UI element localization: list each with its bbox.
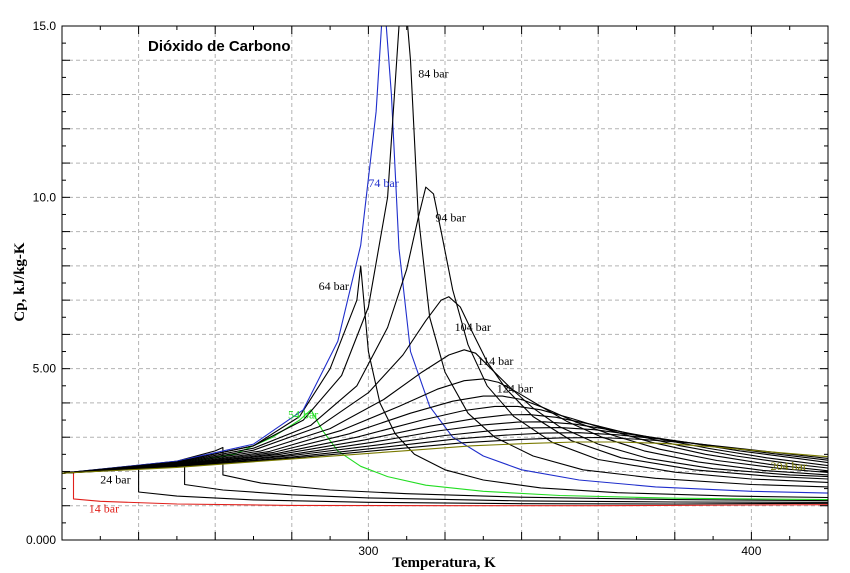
series-label: 64 bar [319,279,349,293]
series-line-144-bar [62,405,828,474]
y-tick-label: 5.00 [33,362,57,376]
series-label: 14 bar [89,502,119,516]
series-line-134-bar [62,395,828,474]
series-label: 204 bar [771,459,807,473]
series-line-64-bar [62,265,828,499]
series-line-204-bar [62,441,828,474]
y-tick-label: 10.0 [33,190,57,204]
grid [62,26,828,540]
x-tick-label: 400 [741,544,761,558]
y-tick-label: 0.000 [26,533,56,547]
chart-title: Dióxido de Carbono [148,38,291,55]
series-line-74-bar [62,26,828,494]
series-line-164-bar [62,421,828,474]
series-group [62,26,828,507]
series-line-94-bar [62,186,828,483]
x-tick-label: 300 [358,544,378,558]
y-axis-title: Cp, kJ/kg-K [12,242,28,322]
y-tick-label: 15.0 [33,19,57,33]
series-line-104-bar [62,296,828,480]
series-labels: 14 bar 24 bar 54 bar 64 bar 74 bar 84 bar 94 b… [89,66,807,515]
series-line-124-bar [62,378,828,476]
series-label: 114 bar [478,354,514,368]
ticks: 300 400 0.000 5.00 10.0 15.0 [26,19,828,558]
series-label: 124 bar [497,382,533,396]
x-axis-title: Temperatura, K [392,555,496,571]
series-label: 74 bar [368,176,398,190]
series-line-174-bar [62,427,828,474]
series-label: 104 bar [455,320,491,334]
series-line-194-bar [62,436,828,474]
series-label: 94 bar [435,210,465,224]
series-line-154-bar [62,414,828,474]
series-line-44-bar [62,446,828,502]
series-label: 24 bar [100,472,130,486]
series-line-114-bar [62,349,828,478]
series-line-54-bar [62,409,828,501]
series-line-84-bar [62,26,828,488]
series-label: 84 bar [418,66,448,80]
series-label: 54 bar [288,407,318,421]
